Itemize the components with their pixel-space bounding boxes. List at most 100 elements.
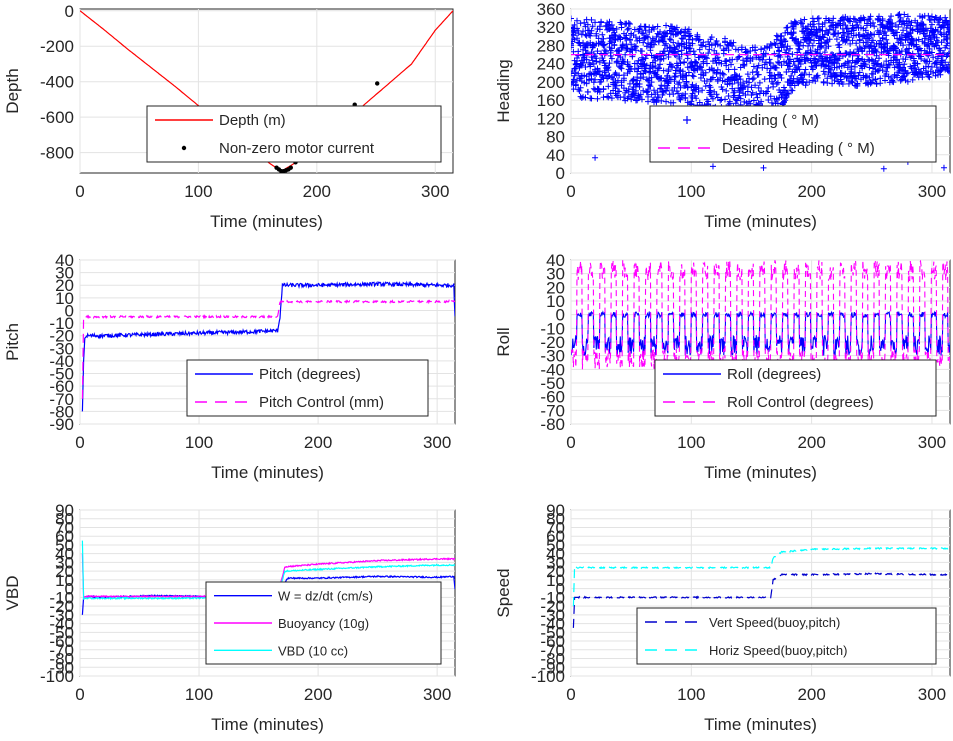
series-heading-m-marker xyxy=(626,37,633,44)
series-heading-m-marker xyxy=(853,40,860,47)
series-heading-m-marker xyxy=(606,18,613,25)
series-heading-m-marker xyxy=(796,66,803,73)
series-heading-m-marker xyxy=(947,28,950,35)
legend: Vert Speed(buoy,pitch) Horiz Speed(buoy,p… xyxy=(636,607,937,665)
series-heading-m-marker xyxy=(655,94,662,101)
y-tick-label: 0 xyxy=(65,2,74,21)
series-heading-m-marker xyxy=(755,71,762,78)
series-heading-m-marker xyxy=(824,75,831,82)
series-heading-m-marker xyxy=(837,72,844,79)
series-heading-m-marker xyxy=(936,16,943,23)
series-heading-m-marker xyxy=(693,95,700,102)
y-tick-label: 60 xyxy=(546,527,565,546)
series-heading-m-marker xyxy=(901,11,908,18)
y-tick-label: -80 xyxy=(540,415,565,434)
series-heading-m-marker xyxy=(866,74,873,81)
series-heading-m-marker xyxy=(661,33,668,40)
series-heading-m-marker xyxy=(684,64,691,71)
series-heading-m-marker xyxy=(713,38,720,45)
series-heading-m-marker xyxy=(592,154,599,161)
series-heading-m-marker xyxy=(584,50,591,57)
series-heading-m-marker xyxy=(673,31,680,38)
y-tick-label: -60 xyxy=(540,632,565,651)
series-heading-m-marker xyxy=(762,50,769,57)
series-heading-m-marker xyxy=(942,18,949,25)
series-heading-m-marker xyxy=(886,62,893,69)
series-heading-m-marker xyxy=(626,68,633,75)
series-heading-m-marker xyxy=(827,66,834,73)
series-heading-m-marker xyxy=(776,71,783,78)
x-tick-label: 300 xyxy=(918,685,946,704)
series-heading-m-marker xyxy=(900,64,907,71)
y-axis-label: Heading xyxy=(494,59,513,122)
series-heading-m-marker xyxy=(642,23,649,30)
series-heading-m-marker xyxy=(797,17,804,24)
series-heading-m-marker xyxy=(670,91,677,98)
y-tick-label: 10 xyxy=(546,292,565,311)
series-heading-m-marker xyxy=(812,78,819,85)
x-tick-label: 200 xyxy=(304,433,332,452)
series-heading-m-marker xyxy=(869,19,876,26)
series-heading-m-marker xyxy=(833,73,840,80)
series-heading-m-marker xyxy=(726,100,733,107)
series-heading-m-marker xyxy=(732,100,739,107)
series-heading-m-marker xyxy=(577,20,584,27)
series-heading-m-marker xyxy=(868,56,875,63)
series-heading-m-marker xyxy=(575,48,582,55)
series-heading-m-marker xyxy=(571,40,574,47)
legend-label: Heading ( ° M) xyxy=(722,112,819,129)
series-heading-m-marker xyxy=(634,68,641,75)
series-heading-m-marker xyxy=(784,90,791,97)
series-heading-m-marker xyxy=(892,45,899,52)
y-tick-label: -70 xyxy=(540,401,565,420)
series-heading-m-marker xyxy=(725,66,732,73)
y-tick-label: 90 xyxy=(55,501,74,520)
series-heading-m-marker xyxy=(628,41,635,48)
series-heading-m-marker xyxy=(699,42,706,49)
series-heading-m-marker xyxy=(655,65,662,72)
series-heading-m-marker xyxy=(854,81,861,88)
series-heading-m-marker xyxy=(867,80,874,87)
x-tick-label: 0 xyxy=(75,182,84,201)
series-heading-m-marker xyxy=(909,36,916,43)
series-heading-m-marker xyxy=(611,41,618,48)
series-heading-m-marker xyxy=(831,77,838,84)
series-heading-m-marker xyxy=(695,37,702,44)
series-heading-m-marker xyxy=(888,13,895,20)
series-heading-m-marker xyxy=(593,58,600,65)
y-tick-label: 0 xyxy=(65,580,74,599)
series-heading-m-marker xyxy=(689,81,696,88)
series-heading-m-marker xyxy=(608,45,615,52)
series-heading-m-marker xyxy=(691,58,698,65)
series-heading-m-marker xyxy=(748,84,755,91)
series-heading-m-marker xyxy=(861,58,868,65)
legend: Depth (m) Non-zero motor current xyxy=(146,105,442,163)
series-heading-m-marker xyxy=(930,54,937,61)
series-heading-m-marker xyxy=(894,29,901,36)
y-tick-label: 70 xyxy=(55,518,74,537)
series-heading-m-marker xyxy=(636,37,643,44)
series-heading-m-marker xyxy=(575,70,582,77)
series-heading-m-marker xyxy=(916,29,923,36)
series-heading-m-marker xyxy=(790,58,797,65)
series-heading-m-marker xyxy=(921,39,928,46)
series-heading-m-marker xyxy=(588,95,595,102)
grid-lines xyxy=(570,509,950,677)
series-heading-m-marker xyxy=(625,20,632,27)
series-heading-m-marker xyxy=(718,60,725,67)
series-heading-m-marker xyxy=(848,66,855,73)
series-heading-m-marker xyxy=(705,50,712,57)
series-heading-m-marker xyxy=(645,98,652,105)
chart-panel-6: 0 100 200 3009080706050403020100-10-20-30-4… xyxy=(494,501,951,734)
series-heading-m-marker xyxy=(600,86,607,93)
series-heading-m-marker xyxy=(865,16,872,23)
series-heading-m-marker xyxy=(620,77,627,84)
series-heading-m-marker xyxy=(574,17,581,24)
series-heading-m-marker xyxy=(654,89,661,96)
y-tick-label: -50 xyxy=(49,623,74,642)
series-heading-m-marker xyxy=(767,40,774,47)
series-heading-m-marker xyxy=(630,76,637,83)
series-heading-m-marker xyxy=(849,37,856,44)
legend-label: Vert Speed(buoy,pitch) xyxy=(709,615,840,630)
